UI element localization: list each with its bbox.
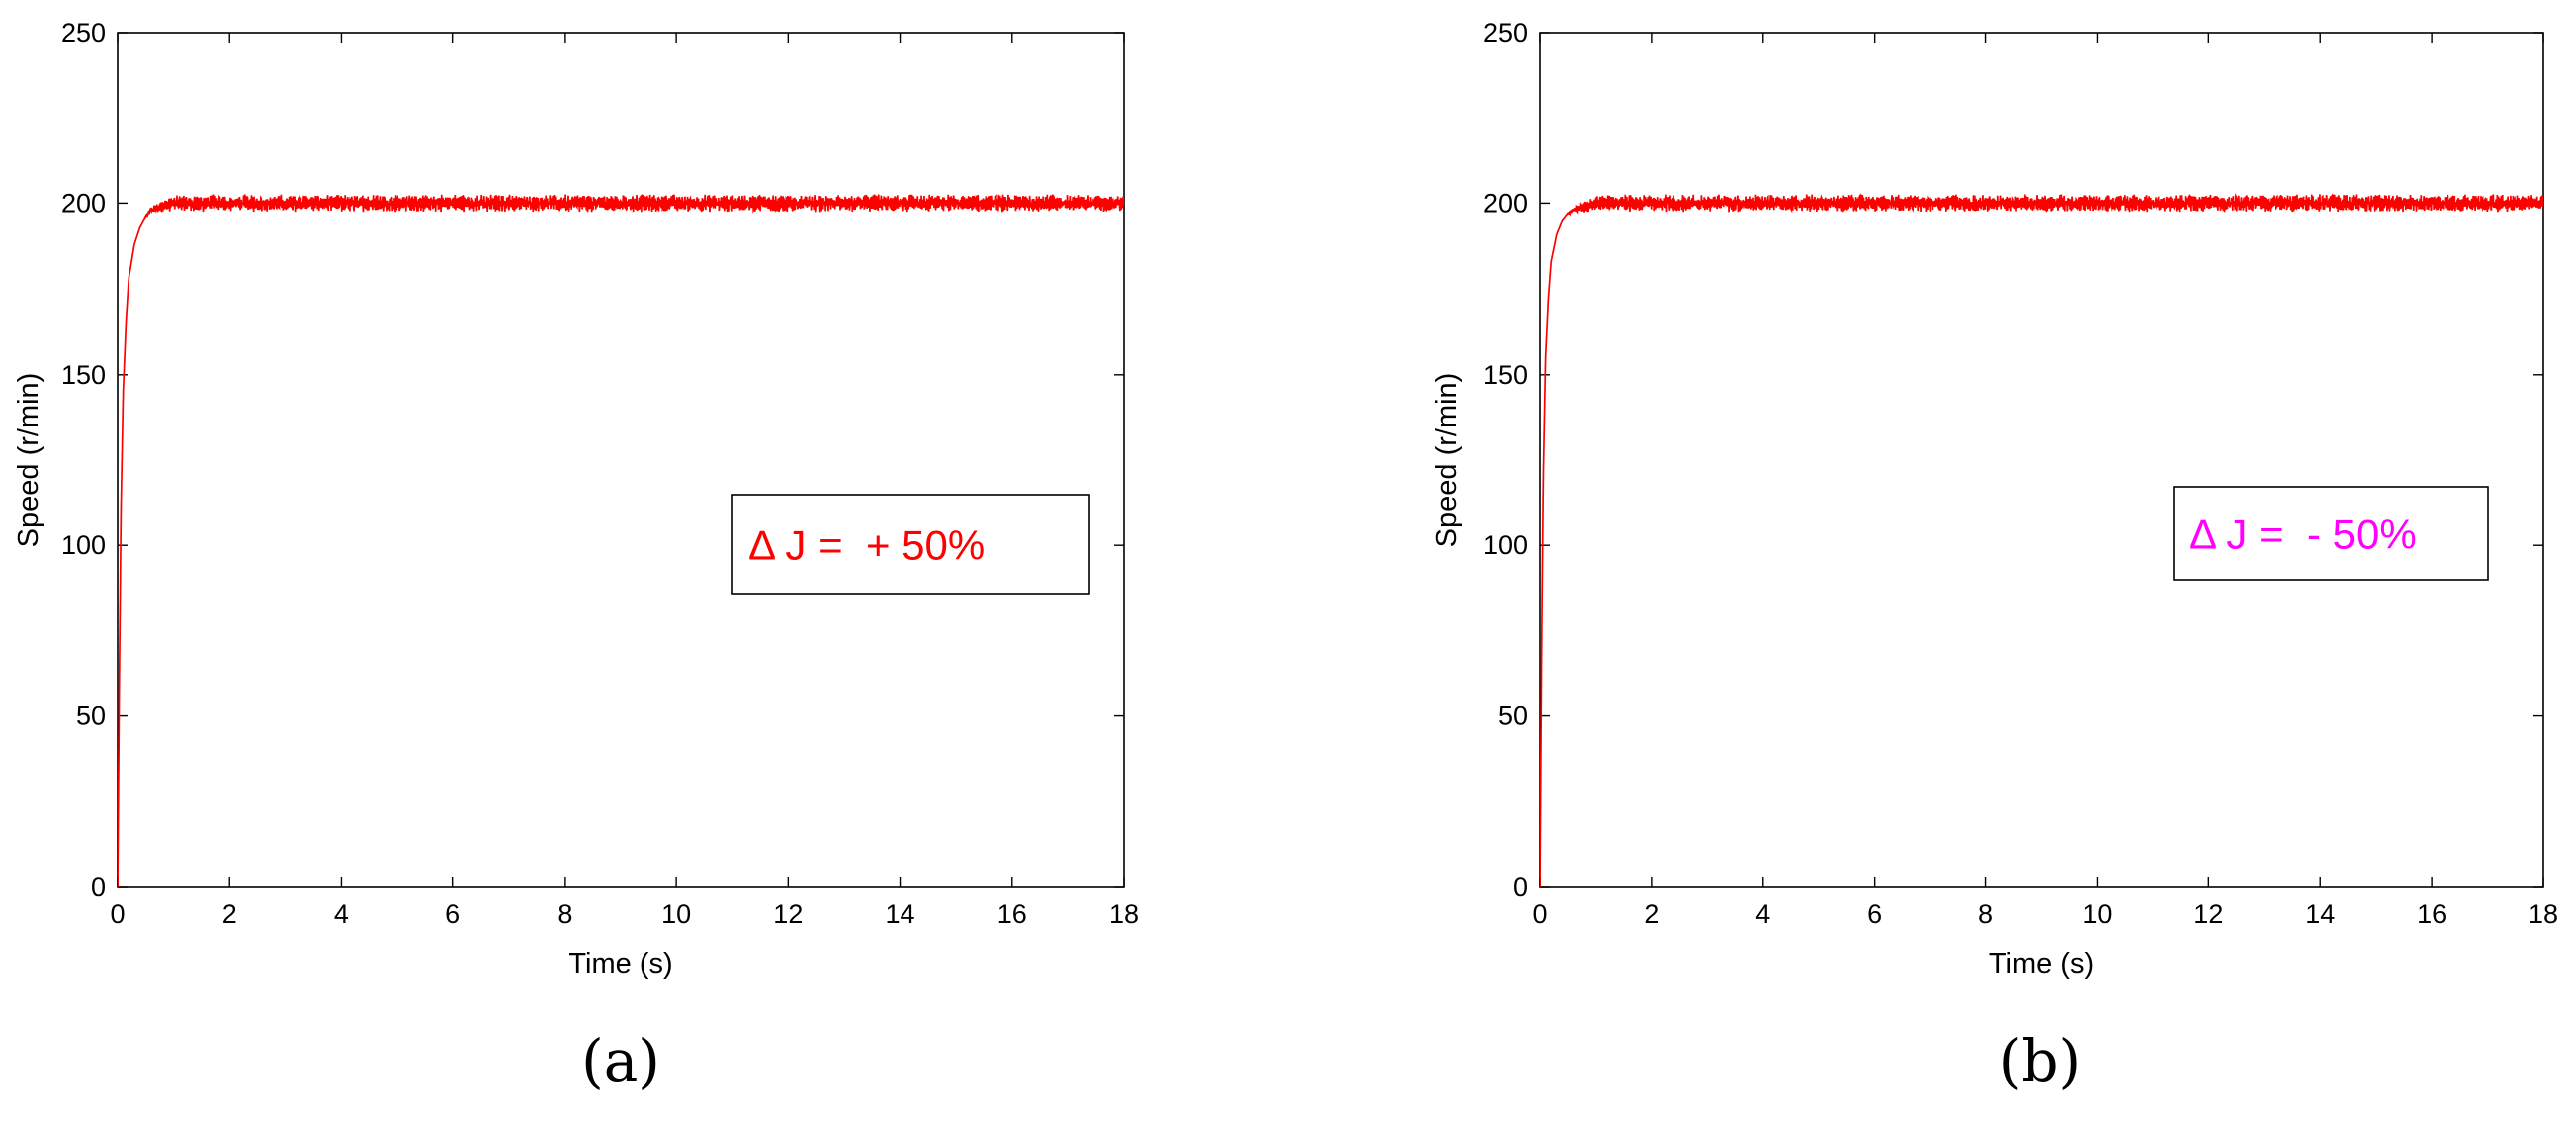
y-tick-label: 150 [1483, 360, 1528, 390]
x-tick-label: 8 [1978, 899, 1993, 929]
x-tick-label: 18 [1109, 899, 1139, 929]
plot-frame [1539, 32, 2544, 888]
x-axis-label: Time (s) [568, 948, 672, 980]
x-tick-label: 8 [557, 899, 572, 929]
y-tick-label: 0 [1513, 872, 1528, 902]
x-tick-label: 6 [1867, 899, 1882, 929]
x-tick-label: 4 [334, 899, 349, 929]
x-tick-label: 18 [2528, 899, 2558, 929]
y-tick-label: 50 [1498, 702, 1528, 731]
y-tick-label: 250 [1483, 18, 1528, 48]
y-tick-label: 100 [1483, 530, 1528, 560]
panel-label: (a) [581, 1027, 660, 1095]
y-tick-label: 0 [91, 872, 106, 902]
x-tick-label: 0 [110, 899, 125, 929]
y-tick-label: 200 [61, 188, 106, 218]
chart-panel-b: 0 2 4 6 8 10 12 14 16 18 0 50 100 150 200 250 Time (s) Sp… [1431, 18, 2558, 1095]
series-line-speed [1540, 193, 2543, 887]
x-tick-label: 10 [661, 899, 691, 929]
x-tick-label: 2 [222, 899, 237, 929]
annotation-text: Δ J = + 50% [748, 522, 985, 569]
chart-panel-a: 0 2 4 6 8 10 12 14 16 18 0 50 100 150 200 250 Time (s) Sp… [13, 18, 1139, 1095]
x-tick-label: 14 [886, 899, 915, 929]
series-line-speed [118, 194, 1124, 887]
x-tick-label: 12 [773, 899, 803, 929]
y-axis-label: Speed (r/min) [13, 373, 45, 548]
y-tick-label: 200 [1483, 188, 1528, 218]
y-tick-label: 250 [61, 18, 106, 48]
y-tick-label: 50 [76, 702, 106, 731]
plot-frame [117, 32, 1125, 888]
x-tick-label: 6 [445, 899, 460, 929]
y-tick-label: 150 [61, 360, 106, 390]
x-axis-label: Time (s) [1989, 948, 2094, 980]
x-tick-label: 0 [1532, 899, 1547, 929]
annotation-box [2173, 486, 2489, 581]
panel-label: (b) [1999, 1027, 2081, 1095]
y-axis-label: Speed (r/min) [1431, 373, 1463, 548]
x-tick-label: 16 [2417, 899, 2447, 929]
x-tick-label: 16 [997, 899, 1027, 929]
x-tick-label: 14 [2305, 899, 2335, 929]
x-tick-label: 10 [2082, 899, 2112, 929]
x-tick-label: 12 [2193, 899, 2223, 929]
annotation-text: Δ J = - 50% [2190, 511, 2417, 558]
x-tick-label: 4 [1755, 899, 1770, 929]
annotation-box [731, 494, 1090, 595]
x-tick-label: 2 [1644, 899, 1659, 929]
y-tick-label: 100 [61, 530, 106, 560]
